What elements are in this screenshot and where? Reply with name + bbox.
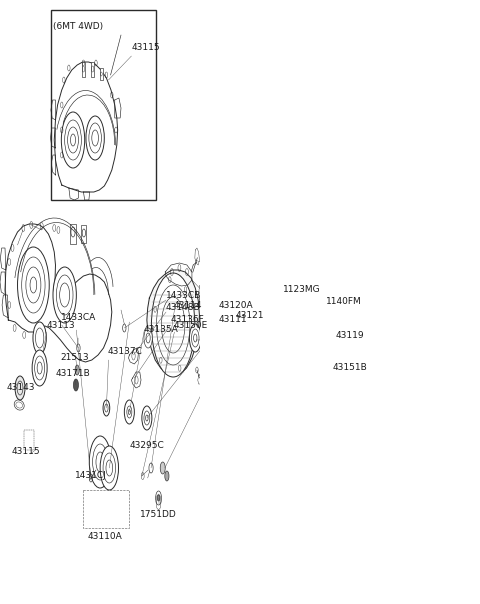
Text: 1433CB: 1433CB [166,292,201,301]
Text: 43151B: 43151B [332,364,367,373]
Text: 43111: 43111 [219,315,248,324]
Circle shape [32,350,47,386]
Text: 43148B: 43148B [166,303,201,312]
Text: 43150E: 43150E [173,321,207,330]
Bar [84,490,129,528]
Text: 43137C: 43137C [108,347,143,356]
Text: 43119: 43119 [336,330,364,339]
Circle shape [144,328,152,348]
Circle shape [124,400,134,424]
Circle shape [15,376,25,400]
Text: 43121: 43121 [236,312,264,321]
Circle shape [165,471,169,481]
Circle shape [61,112,84,168]
Text: 1123MG: 1123MG [283,286,321,295]
Text: 43110A: 43110A [88,532,122,541]
Circle shape [152,273,195,377]
Text: 43171B: 43171B [55,370,90,379]
Bar [100,68,103,80]
Text: 43135A: 43135A [144,326,178,335]
Circle shape [89,436,111,488]
Circle shape [160,462,165,474]
Circle shape [53,267,76,323]
Bar [91,62,94,77]
Text: 1751DD: 1751DD [140,510,177,519]
Text: 43114: 43114 [173,301,202,309]
Circle shape [33,322,46,354]
Bar [82,62,85,77]
Text: 43113: 43113 [47,321,75,330]
Bar [51,10,156,200]
Text: 43143: 43143 [6,384,35,393]
Text: 43136F: 43136F [170,315,204,324]
Text: 43295C: 43295C [129,440,164,449]
Text: 43120A: 43120A [219,301,253,309]
Text: 1140FM: 1140FM [326,298,362,306]
Text: 1433CA: 1433CA [60,313,96,323]
Circle shape [75,365,79,375]
Circle shape [157,495,160,501]
Bar [70,224,76,244]
Text: 21513: 21513 [60,353,89,362]
Bar [82,225,86,243]
Text: (6MT 4WD): (6MT 4WD) [53,22,103,31]
Circle shape [103,400,110,416]
Circle shape [100,446,119,490]
Polygon shape [147,270,200,376]
Text: 43115: 43115 [132,43,160,52]
Circle shape [86,116,104,160]
Circle shape [18,247,49,323]
Text: 43115: 43115 [12,448,40,457]
Text: 1431CJ: 1431CJ [75,472,107,481]
Circle shape [142,406,152,430]
Circle shape [190,324,201,352]
Circle shape [73,379,78,391]
